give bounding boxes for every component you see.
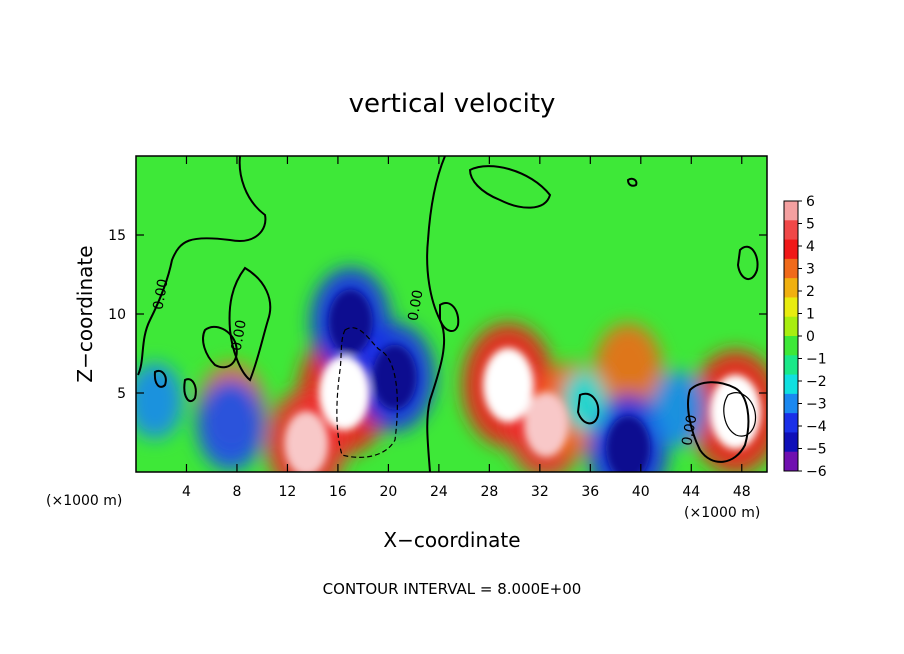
zero-contour-small-5 bbox=[153, 370, 167, 388]
colorbar-tick-label: −5 bbox=[806, 442, 827, 458]
downdraft-region bbox=[136, 362, 183, 439]
colorbar-swatch bbox=[784, 336, 798, 356]
chart-title: vertical velocity bbox=[349, 89, 556, 119]
colorbar-tick-label: 5 bbox=[806, 217, 815, 233]
zero-contour-top bbox=[468, 165, 552, 209]
x-tick-label: 32 bbox=[531, 484, 549, 500]
updraft-core bbox=[284, 411, 329, 472]
zero-contour-small-6 bbox=[183, 378, 197, 403]
x-tick-label: 16 bbox=[329, 484, 347, 500]
downdraft-region bbox=[650, 370, 707, 447]
colorbar-tick-label: 0 bbox=[806, 329, 815, 345]
contour-label: 0.00 bbox=[151, 278, 172, 311]
downdraft-region bbox=[196, 378, 265, 471]
colorbar-tick-label: 1 bbox=[806, 307, 815, 323]
colorbar-tick-label: −2 bbox=[806, 374, 827, 390]
colorbar-tick-label: 4 bbox=[806, 239, 815, 255]
x-tick-label: 40 bbox=[632, 484, 650, 500]
contour-label: 0.00 bbox=[405, 289, 426, 322]
colorbar-tick-label: −3 bbox=[806, 397, 827, 413]
x-tick-label: 44 bbox=[682, 484, 700, 500]
colorbar-tick-label: −6 bbox=[806, 464, 827, 480]
colorbar-swatch bbox=[784, 432, 798, 453]
colorbar-tick-label: −4 bbox=[806, 419, 827, 435]
contour-label: 0.00 bbox=[229, 319, 250, 352]
updraft-core bbox=[482, 347, 534, 423]
x-tick-label: 20 bbox=[379, 484, 397, 500]
x-unit-right: (×1000 m) bbox=[684, 505, 760, 521]
colorbar-swatch bbox=[784, 393, 798, 414]
colorbar-swatch bbox=[784, 374, 798, 395]
x-unit-left: (×1000 m) bbox=[46, 493, 122, 509]
colorbar-swatch bbox=[784, 316, 798, 337]
colorbar-swatch bbox=[784, 278, 798, 298]
downdraft-core bbox=[328, 289, 373, 355]
zero-contour-small-4 bbox=[576, 392, 600, 425]
downdraft-core bbox=[606, 415, 651, 472]
colorbar-swatch bbox=[784, 355, 798, 376]
x-tick-label: 48 bbox=[733, 484, 751, 500]
velocity-field: 0.00 0.00 0.00 0.00 bbox=[136, 156, 767, 472]
y-tick-label: 10 bbox=[108, 307, 126, 323]
x-tick-label: 28 bbox=[480, 484, 498, 500]
colorbar-swatch bbox=[784, 239, 798, 260]
zero-contour-small-3 bbox=[626, 177, 638, 187]
contour-interval-footer: CONTOUR INTERVAL = 8.000E+00 bbox=[323, 580, 582, 598]
colorbar-tick-label: 6 bbox=[806, 194, 815, 210]
zero-contour-right-low bbox=[687, 381, 750, 463]
updraft-region bbox=[594, 323, 663, 416]
zero-contour-small-1 bbox=[202, 325, 238, 369]
colorbar-swatch bbox=[784, 297, 798, 318]
x-tick-label: 8 bbox=[232, 484, 241, 500]
zero-contour-right bbox=[736, 245, 759, 280]
contour-lines bbox=[137, 156, 759, 472]
updraft-core bbox=[318, 355, 370, 431]
positive-contour-right bbox=[723, 392, 757, 437]
updraft-core bbox=[524, 392, 569, 457]
colorbar-swatch bbox=[784, 220, 798, 241]
y-axis-label: Z−coordinate bbox=[73, 245, 97, 382]
x-tick-label: 12 bbox=[279, 484, 297, 500]
x-tick-label: 36 bbox=[581, 484, 599, 500]
colorbar-swatch bbox=[784, 413, 798, 433]
x-tick-label: 4 bbox=[182, 484, 191, 500]
zero-contour-left-2 bbox=[228, 266, 272, 382]
colorbar-tick-label: 2 bbox=[806, 284, 815, 300]
updraft-core bbox=[710, 374, 761, 450]
x-tick-label: 24 bbox=[430, 484, 448, 500]
colorbar-swatch bbox=[784, 451, 798, 472]
y-axis: 5 10 15 bbox=[108, 228, 767, 402]
contour-label: 0.00 bbox=[679, 413, 700, 446]
downdraft-region bbox=[562, 370, 607, 431]
negative-contour-updraft bbox=[336, 327, 398, 458]
colorbar-tick-label: −1 bbox=[806, 352, 827, 368]
y-tick-label: 5 bbox=[117, 386, 126, 402]
x-axis-label: X−coordinate bbox=[383, 528, 520, 552]
colorbar-tick-label: 3 bbox=[806, 262, 815, 278]
zero-contour-small-2 bbox=[439, 302, 460, 332]
colorbar-swatch bbox=[784, 201, 798, 221]
y-tick-label: 15 bbox=[108, 228, 126, 244]
zero-contour-left bbox=[137, 156, 267, 376]
x-axis: 4 8 12 16 20 24 28 32 36 40 44 48 bbox=[182, 156, 751, 500]
colorbar: 6 5 4 3 2 1 0 −1 −2 −3 −4 −5 −6 bbox=[783, 194, 827, 480]
colorbar-swatch bbox=[784, 258, 798, 279]
